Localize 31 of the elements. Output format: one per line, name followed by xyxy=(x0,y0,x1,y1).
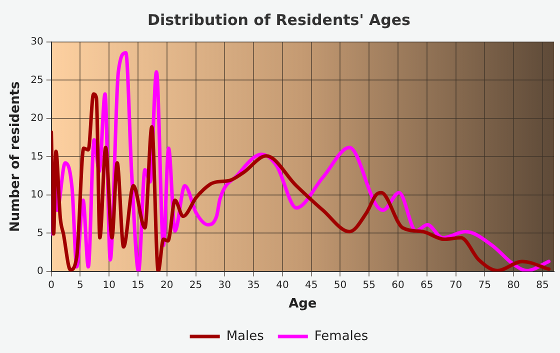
x-tick-label: 20 xyxy=(160,280,174,291)
x-tick-label: 50 xyxy=(334,280,347,291)
x-axis-title: Age xyxy=(288,296,317,312)
x-tick-label: 15 xyxy=(132,280,144,291)
legend-label: Males xyxy=(226,328,264,344)
chart-title: Distribution of Residents' Ages xyxy=(148,10,411,29)
y-tick-label: 10 xyxy=(30,190,44,201)
x-tick-label: 25 xyxy=(189,280,202,291)
x-tick-label: 60 xyxy=(392,280,404,291)
y-axis-title: Number of residents xyxy=(8,81,24,232)
x-tick-label: 70 xyxy=(449,280,462,291)
y-tick-label: 25 xyxy=(30,74,44,86)
x-tick-label: 55 xyxy=(362,280,376,291)
x-tick-label: 10 xyxy=(102,280,116,291)
x-tick-label: 0 xyxy=(48,280,55,291)
y-tick-label: 5 xyxy=(36,228,44,239)
y-tick-label: 15 xyxy=(30,151,44,162)
x-tick-label: 40 xyxy=(276,280,289,291)
x-tick-label: 85 xyxy=(536,280,549,291)
x-tick-label: 75 xyxy=(478,280,492,291)
x-tick-label: 5 xyxy=(77,280,84,291)
x-tick-label: 30 xyxy=(218,280,232,291)
x-tick-label: 35 xyxy=(247,280,260,291)
legend-label: Females xyxy=(314,328,368,344)
x-tick-label: 45 xyxy=(304,280,318,291)
y-tick-label: 0 xyxy=(36,266,44,277)
x-tick-label: 65 xyxy=(420,280,434,291)
y-tick-label: 30 xyxy=(30,36,44,48)
y-tick-label: 20 xyxy=(30,113,44,124)
line-series xyxy=(51,92,551,272)
x-tick-label: 80 xyxy=(507,280,520,291)
